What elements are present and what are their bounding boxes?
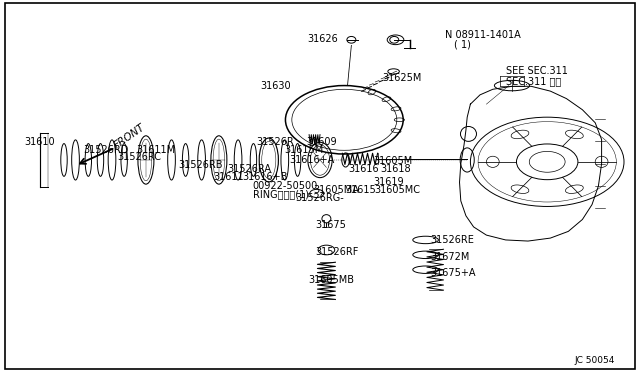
Text: 31630: 31630 <box>260 81 291 91</box>
Text: 31526RE: 31526RE <box>430 235 474 245</box>
Text: 31526R: 31526R <box>256 138 294 147</box>
Text: 31526RC: 31526RC <box>117 152 161 162</box>
Text: 31605MB: 31605MB <box>308 275 355 285</box>
Text: SEC.311 参照: SEC.311 参照 <box>506 76 561 86</box>
Text: FRONT: FRONT <box>112 122 147 151</box>
Text: 31526RB: 31526RB <box>178 160 223 170</box>
Text: 31605MA: 31605MA <box>314 185 360 195</box>
Text: 31616+B: 31616+B <box>242 172 287 182</box>
Text: N 08911-1401A: N 08911-1401A <box>445 30 520 39</box>
Text: 31616+A: 31616+A <box>289 155 334 165</box>
Text: 31611: 31611 <box>213 172 244 182</box>
Text: 31605MC: 31605MC <box>374 185 420 195</box>
Text: 31526RA: 31526RA <box>227 164 271 174</box>
Text: ( 1): ( 1) <box>454 40 471 49</box>
Text: 31526RG-: 31526RG- <box>296 193 344 203</box>
Text: 31616: 31616 <box>349 164 380 174</box>
Text: 31610: 31610 <box>24 137 55 147</box>
Text: 31615M: 31615M <box>285 145 324 155</box>
Text: 31605M: 31605M <box>373 156 412 166</box>
Text: RINGリング(1): RINGリング(1) <box>253 190 309 199</box>
Text: 00922-50500: 00922-50500 <box>253 181 318 191</box>
Text: 31675+A: 31675+A <box>430 269 476 278</box>
Text: 31675: 31675 <box>316 220 346 230</box>
Text: 31526RF: 31526RF <box>316 247 359 257</box>
Text: 31611M: 31611M <box>136 145 175 155</box>
Text: SEE SEC.311: SEE SEC.311 <box>506 66 568 76</box>
Text: 31672M: 31672M <box>430 252 470 262</box>
Text: 31609: 31609 <box>306 138 337 147</box>
Text: 31526RD: 31526RD <box>83 145 129 155</box>
Text: 31619: 31619 <box>373 177 404 187</box>
Text: 31626: 31626 <box>307 34 338 44</box>
Text: 31618: 31618 <box>381 164 412 174</box>
Text: 31615: 31615 <box>346 185 376 195</box>
Text: JC 50054: JC 50054 <box>574 356 614 365</box>
Text: 31625M: 31625M <box>383 73 422 83</box>
